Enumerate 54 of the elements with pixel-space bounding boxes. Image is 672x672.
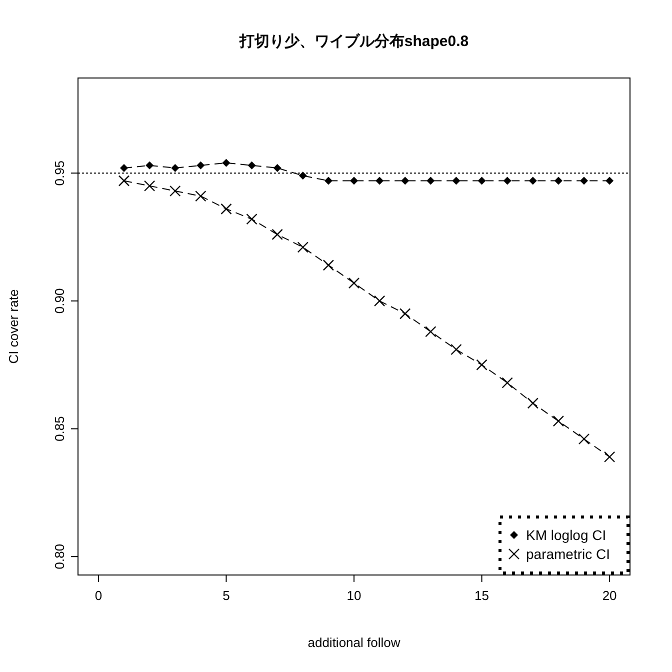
x-tick-label: 10	[346, 588, 362, 603]
point	[297, 242, 308, 253]
point	[272, 228, 283, 240]
y-axis-title: CI cover rate	[6, 289, 21, 364]
point	[170, 185, 181, 197]
point	[298, 172, 307, 180]
point	[246, 214, 258, 225]
point	[118, 175, 130, 186]
x-tick-label: 20	[602, 588, 617, 603]
point	[450, 344, 462, 356]
point	[196, 161, 205, 170]
point	[324, 176, 332, 185]
point	[248, 161, 256, 170]
point	[120, 164, 128, 172]
point	[452, 176, 460, 185]
point	[350, 176, 358, 185]
point	[400, 308, 411, 320]
point	[376, 176, 384, 185]
x-tick-label: 5	[222, 588, 230, 603]
y-tick-label: 0.90	[52, 288, 67, 314]
point	[552, 415, 564, 427]
point	[401, 176, 410, 185]
point	[348, 277, 360, 289]
y-tick-label: 0.85	[52, 416, 67, 442]
point	[374, 295, 386, 307]
point	[426, 176, 435, 185]
point	[606, 176, 614, 185]
point	[478, 176, 486, 185]
point	[171, 164, 180, 172]
legend-label: parametric CI	[526, 546, 610, 562]
point	[195, 190, 206, 202]
x-tick-label: 15	[474, 588, 490, 603]
point	[503, 176, 512, 185]
point	[527, 398, 538, 409]
chart-title: 打切り少、ワイブル分布shape0.8	[238, 33, 469, 50]
point	[580, 176, 588, 185]
point	[322, 260, 334, 271]
point	[554, 176, 562, 185]
y-tick-label: 0.80	[52, 544, 67, 570]
x-axis-title: additional follow	[308, 635, 401, 650]
point	[578, 433, 590, 445]
point	[502, 377, 513, 388]
point	[220, 203, 232, 214]
point	[604, 451, 616, 462]
point	[476, 359, 488, 370]
x-tick-label: 0	[94, 588, 102, 603]
point	[273, 164, 282, 172]
y-tick-label: 0.95	[52, 160, 67, 186]
legend-label: KM loglog CI	[526, 527, 606, 543]
point	[222, 158, 230, 167]
point	[528, 176, 537, 185]
point	[144, 180, 156, 192]
point	[425, 326, 436, 338]
point	[146, 161, 154, 170]
